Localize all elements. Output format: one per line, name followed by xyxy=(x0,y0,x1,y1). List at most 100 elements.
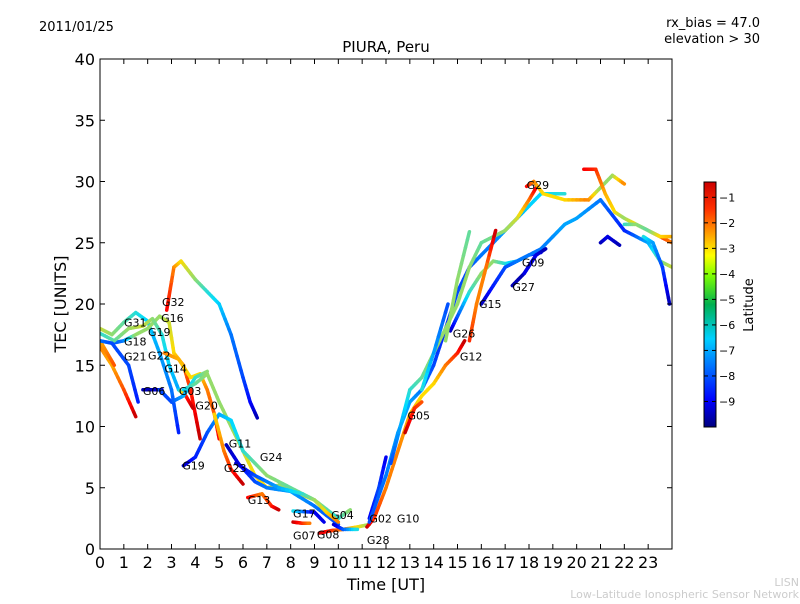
rx-bias-label: rx_bias = 47.0 xyxy=(666,16,760,31)
satellite-label: G11 xyxy=(229,438,252,451)
track-segment xyxy=(192,406,193,408)
colorbar-tick-label: −1 xyxy=(719,191,735,204)
x-tick-label: 3 xyxy=(166,553,176,572)
satellite-label: G20 xyxy=(195,399,218,412)
x-tick-label: 1 xyxy=(119,553,129,572)
track-g21b xyxy=(601,237,620,246)
satellite-label: G26 xyxy=(453,327,476,340)
track-segment xyxy=(494,231,496,237)
track-segment xyxy=(199,431,201,439)
date-label: 2011/01/25 xyxy=(39,20,114,35)
track-segment xyxy=(134,412,136,416)
colorbar-tick-label: −4 xyxy=(719,268,735,281)
satellite-label: G32 xyxy=(162,296,185,309)
x-axis-label: Time [UT] xyxy=(346,575,425,594)
x-tick-label: 9 xyxy=(309,553,319,572)
track-segment xyxy=(467,232,469,240)
elevation-label: elevation > 30 xyxy=(664,32,760,47)
satellite-label: G13 xyxy=(248,494,271,507)
satellite-label: G29 xyxy=(527,179,550,192)
satellite-label: G02 xyxy=(369,512,392,525)
x-tick-label: 7 xyxy=(262,553,272,572)
x-tick-label: 20 xyxy=(566,553,586,572)
x-tick-label: 8 xyxy=(286,553,296,572)
satellite-label: G09 xyxy=(522,257,545,270)
colorbar xyxy=(704,182,716,427)
track-g10b xyxy=(422,304,448,390)
x-tick-label: 4 xyxy=(190,553,200,572)
satellite-label: G18 xyxy=(124,336,147,349)
satellite-label: G21 xyxy=(124,350,147,363)
x-tick-label: 21 xyxy=(590,553,610,572)
y-tick-label: 5 xyxy=(85,479,95,498)
satellite-label: G14 xyxy=(164,363,187,376)
satellite-tracks xyxy=(100,169,672,533)
track-segment xyxy=(463,341,464,343)
track-segment xyxy=(446,304,448,312)
satellite-label: G17 xyxy=(293,507,316,520)
track-segment xyxy=(256,415,257,418)
colorbar-tick-label: −5 xyxy=(719,293,735,306)
x-tick-label: 19 xyxy=(543,553,563,572)
satellite-label: G15 xyxy=(479,298,502,311)
x-tick-label: 11 xyxy=(352,553,372,572)
x-tick-label: 23 xyxy=(638,553,658,572)
satellite-label: G22 xyxy=(148,349,171,362)
satellite-label: G04 xyxy=(331,509,354,522)
satellite-label: G07 xyxy=(293,529,316,542)
satellite-label: G27 xyxy=(512,281,535,294)
y-tick-label: 0 xyxy=(85,540,95,559)
track-segment xyxy=(618,244,620,245)
satellite-label: G28 xyxy=(367,534,390,547)
y-tick-label: 40 xyxy=(75,50,95,69)
x-tick-label: 2 xyxy=(143,553,153,572)
track-segment xyxy=(113,363,114,365)
y-tick-label: 30 xyxy=(75,173,95,192)
satellite-label: G05 xyxy=(407,409,430,422)
track-segment xyxy=(622,183,624,184)
y-tick-label: 20 xyxy=(75,295,95,314)
track-g22b xyxy=(643,237,669,304)
x-tick-label: 22 xyxy=(614,553,634,572)
track-segment xyxy=(278,509,279,510)
colorbar-label: Latitude xyxy=(742,278,757,332)
x-tick-label: 15 xyxy=(447,553,467,572)
x-tick-label: 10 xyxy=(328,553,348,572)
satellite-label: G12 xyxy=(460,351,483,364)
track-segment xyxy=(668,298,669,304)
satellite-label: G03 xyxy=(179,385,202,398)
x-tick-label: 16 xyxy=(471,553,491,572)
track-segment xyxy=(177,425,178,432)
y-tick-label: 35 xyxy=(75,111,95,130)
x-tick-label: 17 xyxy=(495,553,515,572)
y-tick-label: 15 xyxy=(75,356,95,375)
track-segment xyxy=(421,402,422,403)
track-segment xyxy=(137,396,139,402)
colorbar-tick-label: −7 xyxy=(719,344,735,357)
track-g12b xyxy=(446,232,470,341)
colorbar-tick-label: −6 xyxy=(719,319,735,332)
track-g15 xyxy=(481,200,672,304)
y-tick-label: 25 xyxy=(75,234,95,253)
track-g28 xyxy=(367,341,465,527)
satellite-label: G19 xyxy=(182,460,205,473)
x-tick-label: 6 xyxy=(238,553,248,572)
track-segment xyxy=(241,482,243,484)
track-segment xyxy=(322,520,324,522)
satellite-label: G16 xyxy=(161,312,184,325)
track-segment xyxy=(385,457,386,462)
track-g07 xyxy=(293,522,310,523)
satellite-label: G19 xyxy=(148,326,171,339)
x-tick-label: 5 xyxy=(214,553,224,572)
footer-org-long: Low-Latitude Ionospheric Sensor Network xyxy=(570,588,799,600)
x-tick-label: 14 xyxy=(423,553,443,572)
x-tick-label: 13 xyxy=(400,553,420,572)
satellite-label: G31 xyxy=(124,316,147,329)
satellite-label: G06 xyxy=(143,385,166,398)
x-tick-label: 12 xyxy=(376,553,396,572)
x-tick-label: 18 xyxy=(519,553,539,572)
chart-title: PIURA, Peru xyxy=(342,38,429,56)
y-axis-label: TEC [UNITS] xyxy=(51,256,70,354)
